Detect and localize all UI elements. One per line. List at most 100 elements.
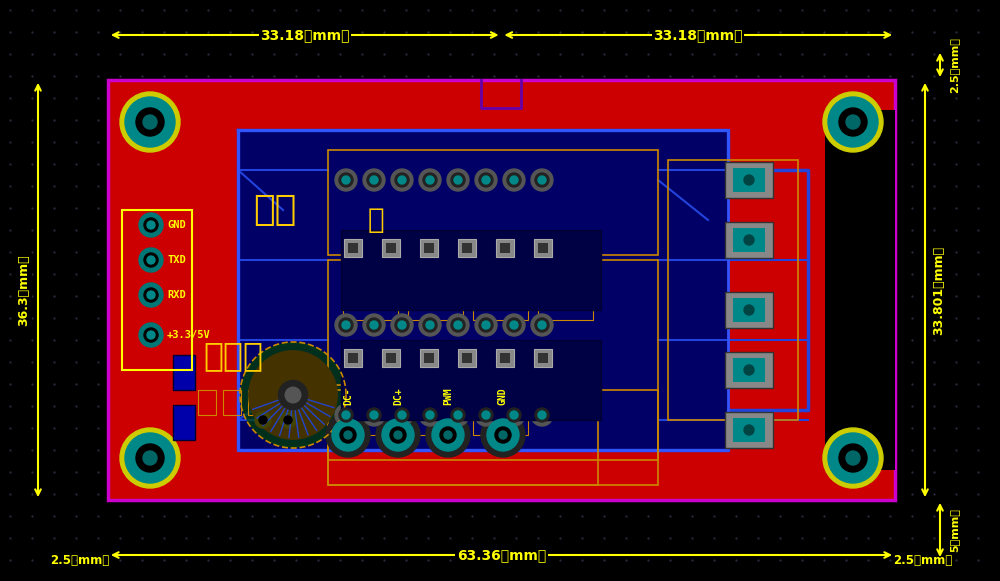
Circle shape <box>823 92 883 152</box>
Circle shape <box>395 408 409 422</box>
Bar <box>733 228 765 252</box>
Text: TXD: TXD <box>167 255 186 265</box>
Circle shape <box>538 321 546 329</box>
Circle shape <box>390 427 406 443</box>
Circle shape <box>144 253 158 267</box>
Circle shape <box>823 428 883 488</box>
Circle shape <box>136 108 164 136</box>
Circle shape <box>451 318 465 332</box>
Circle shape <box>136 444 164 472</box>
Circle shape <box>367 318 381 332</box>
Text: 2.5（mm）: 2.5（mm） <box>50 554 110 566</box>
Bar <box>122 210 192 370</box>
Circle shape <box>432 419 464 451</box>
Circle shape <box>839 108 867 136</box>
Bar <box>328 385 598 485</box>
Bar <box>348 243 358 253</box>
Bar <box>343 390 398 435</box>
Bar <box>496 239 514 257</box>
Circle shape <box>495 427 511 443</box>
Bar <box>725 162 773 198</box>
Circle shape <box>367 173 381 187</box>
Circle shape <box>475 404 497 426</box>
Circle shape <box>139 213 163 237</box>
Circle shape <box>139 323 163 347</box>
Bar <box>725 222 773 258</box>
Circle shape <box>370 321 378 329</box>
Circle shape <box>507 173 521 187</box>
Circle shape <box>382 419 414 451</box>
Bar <box>343 275 398 320</box>
Bar <box>735 110 825 470</box>
Circle shape <box>143 115 157 129</box>
Circle shape <box>839 444 867 472</box>
Circle shape <box>426 176 434 184</box>
Bar <box>248 390 266 415</box>
Circle shape <box>454 321 462 329</box>
Circle shape <box>367 408 381 422</box>
Text: ：: ： <box>368 206 385 234</box>
Circle shape <box>426 411 434 419</box>
Circle shape <box>423 408 437 422</box>
Circle shape <box>499 431 507 439</box>
Text: 频率: 频率 <box>253 193 296 227</box>
Bar <box>534 239 552 257</box>
Circle shape <box>507 408 521 422</box>
Circle shape <box>503 404 525 426</box>
Bar <box>733 418 765 442</box>
Bar <box>462 243 472 253</box>
Bar <box>458 349 476 367</box>
Circle shape <box>395 173 409 187</box>
Circle shape <box>846 115 860 129</box>
Bar <box>725 292 773 328</box>
Circle shape <box>139 248 163 272</box>
Circle shape <box>423 318 437 332</box>
Bar <box>173 405 195 440</box>
Circle shape <box>391 169 413 191</box>
Bar <box>534 349 552 367</box>
Circle shape <box>284 416 292 424</box>
Bar <box>223 390 241 415</box>
Circle shape <box>255 412 271 428</box>
Circle shape <box>342 176 350 184</box>
Circle shape <box>335 404 357 426</box>
Bar <box>328 390 658 485</box>
Circle shape <box>147 331 155 339</box>
Circle shape <box>475 314 497 336</box>
Bar <box>341 230 601 310</box>
Circle shape <box>398 411 406 419</box>
Circle shape <box>744 365 754 375</box>
Circle shape <box>846 451 860 465</box>
Circle shape <box>339 318 353 332</box>
Bar <box>386 243 396 253</box>
Circle shape <box>503 314 525 336</box>
Text: 33.18（mm）: 33.18（mm） <box>654 28 743 42</box>
Circle shape <box>423 173 437 187</box>
Circle shape <box>482 176 490 184</box>
Circle shape <box>125 97 175 147</box>
Circle shape <box>535 408 549 422</box>
Circle shape <box>147 256 155 264</box>
Circle shape <box>370 411 378 419</box>
Bar <box>408 390 463 435</box>
Text: 5（mm）: 5（mm） <box>949 508 959 552</box>
Circle shape <box>249 351 337 439</box>
Bar <box>668 160 798 420</box>
Circle shape <box>120 92 180 152</box>
Bar <box>328 150 658 255</box>
Circle shape <box>479 318 493 332</box>
Circle shape <box>144 218 158 232</box>
Bar <box>733 168 765 192</box>
Circle shape <box>326 413 370 457</box>
Circle shape <box>510 411 518 419</box>
Text: 2.5（mm）: 2.5（mm） <box>893 554 953 566</box>
Circle shape <box>454 176 462 184</box>
Bar <box>108 80 895 500</box>
Circle shape <box>447 169 469 191</box>
Circle shape <box>451 173 465 187</box>
Circle shape <box>419 404 441 426</box>
Circle shape <box>744 425 754 435</box>
Bar <box>496 349 514 367</box>
Circle shape <box>487 419 519 451</box>
Circle shape <box>144 328 158 342</box>
